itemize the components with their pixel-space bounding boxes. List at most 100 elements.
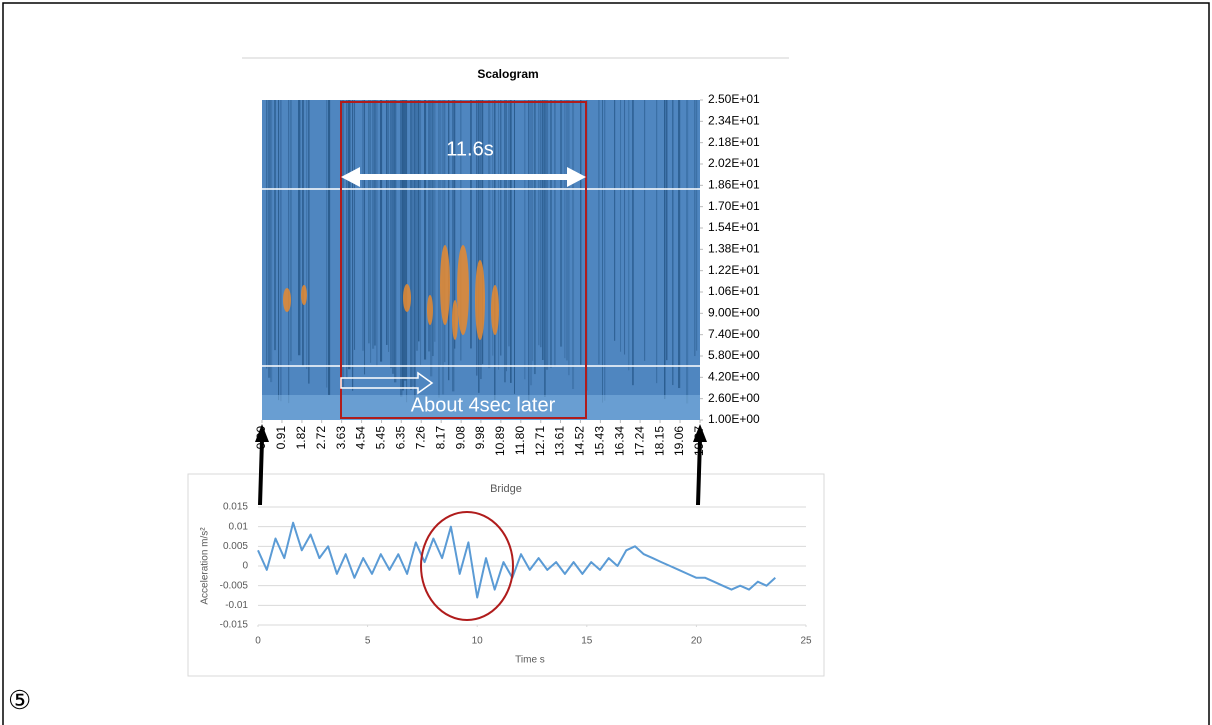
annotations-layer: 11.6s About 4sec later [262, 101, 700, 419]
hot-spot [427, 295, 433, 325]
x-axis-label: Time s [515, 655, 545, 666]
stripe [532, 100, 534, 361]
y-tick-label: 1.38E+01 [708, 242, 760, 256]
x-tick-label: 13.61 [553, 426, 567, 456]
hot-spot [457, 245, 469, 335]
stripe [448, 100, 450, 381]
stripe [534, 100, 536, 375]
x-tick-label: 0.91 [274, 426, 288, 450]
arrow-head [567, 167, 586, 187]
x-tick-label: 1.82 [294, 426, 308, 450]
stripe [580, 100, 582, 365]
x-tick-label: 12.71 [533, 426, 547, 456]
x-tick-label: 4.54 [354, 426, 368, 450]
stripe [538, 100, 540, 346]
stripe [632, 100, 634, 386]
stripe [686, 100, 689, 404]
stripe [410, 100, 413, 391]
x-tick-label: 11.80 [513, 426, 527, 455]
hot-spot [491, 285, 499, 335]
hollow-arrow [340, 371, 434, 395]
stripe [268, 100, 271, 378]
stripe [390, 100, 392, 369]
x-tick-label: 5 [365, 636, 371, 647]
annotation: About 4sec later [411, 394, 556, 416]
stripe [620, 100, 622, 352]
stripe [550, 100, 552, 368]
stripe [598, 100, 600, 365]
stripe [418, 100, 420, 342]
stripe [392, 100, 395, 374]
stripe [298, 100, 301, 356]
y-tick-label: 7.40E+00 [708, 327, 760, 341]
stripe [624, 100, 626, 355]
stripe [510, 100, 512, 383]
stripe [524, 100, 526, 380]
x-tick-label: 8.17 [433, 426, 447, 450]
stripe [504, 100, 506, 383]
stripe [404, 100, 407, 381]
arrow-head [255, 424, 269, 442]
x-tick-label: 6.35 [393, 426, 407, 450]
highlight-ellipse [420, 511, 514, 621]
y-tick-label: 1.00E+00 [708, 412, 760, 426]
stripe [428, 100, 431, 352]
stripe [666, 100, 668, 361]
stripe [368, 100, 370, 344]
stripe [266, 100, 268, 369]
x-tick-label: 5.45 [374, 426, 388, 450]
x-tick-label: 10.89 [493, 426, 507, 456]
stripe [696, 100, 698, 351]
x-tick-label: 14.52 [573, 426, 587, 456]
arrow-head [693, 424, 707, 442]
stripe [470, 100, 472, 349]
y-tick-label: 2.02E+01 [708, 156, 760, 170]
stripe [270, 100, 273, 383]
stripe [400, 100, 403, 397]
stripe [506, 100, 508, 372]
stripe [560, 100, 563, 347]
stripe [664, 100, 666, 400]
stripe [394, 100, 397, 383]
stripe [482, 100, 484, 365]
x-tick-label: 25 [800, 636, 812, 647]
stripe [454, 100, 456, 349]
stripe [430, 100, 433, 377]
x-tick-label: 0 [255, 636, 261, 647]
stripe [500, 100, 502, 356]
stripe [376, 100, 378, 367]
stripe [546, 100, 549, 370]
stripe [416, 100, 419, 351]
y-tick-label: 2.34E+01 [708, 114, 760, 128]
stripe [280, 100, 282, 402]
stripe [530, 100, 533, 386]
stripe [476, 100, 478, 376]
stripe [604, 100, 606, 401]
y-tick-label: 2.18E+01 [708, 135, 760, 149]
stripe [602, 100, 604, 403]
stripe [420, 100, 422, 365]
stripe [380, 100, 383, 362]
scalogram-image [262, 100, 700, 420]
stripe [386, 100, 388, 345]
x-tick-label: 15 [581, 636, 593, 647]
stripe [306, 100, 308, 369]
stripe [308, 100, 310, 384]
stripe [290, 100, 292, 362]
stripe [274, 100, 277, 351]
y-tick-label: 0.015 [223, 502, 248, 513]
stripe [412, 100, 415, 387]
stripe [656, 100, 658, 384]
stripe [460, 100, 462, 361]
stripe [440, 100, 442, 365]
y-tick-label: 0.01 [229, 521, 249, 532]
stripe [672, 100, 674, 386]
y-tick-label: 9.00E+00 [708, 306, 760, 320]
stripe [342, 100, 345, 388]
stripe [434, 100, 436, 342]
y-axis-label: Acceleration m/s² [200, 527, 211, 605]
stripe [364, 100, 366, 375]
stripe [402, 100, 405, 391]
chart-frame [187, 473, 825, 677]
